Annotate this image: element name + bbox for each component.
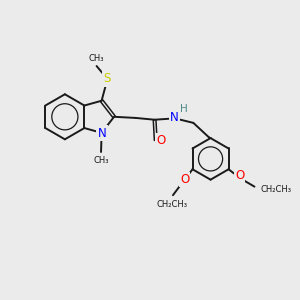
Text: S: S bbox=[104, 73, 111, 85]
Text: O: O bbox=[235, 169, 244, 182]
Text: CH₃: CH₃ bbox=[89, 54, 104, 63]
Text: O: O bbox=[180, 173, 189, 186]
Text: CH₂CH₃: CH₂CH₃ bbox=[156, 200, 187, 209]
Text: H: H bbox=[180, 104, 188, 114]
Text: CH₃: CH₃ bbox=[93, 156, 109, 165]
Text: N: N bbox=[98, 127, 106, 140]
Text: CH₂CH₃: CH₂CH₃ bbox=[261, 185, 292, 194]
Text: O: O bbox=[156, 134, 166, 147]
Text: N: N bbox=[170, 111, 179, 124]
